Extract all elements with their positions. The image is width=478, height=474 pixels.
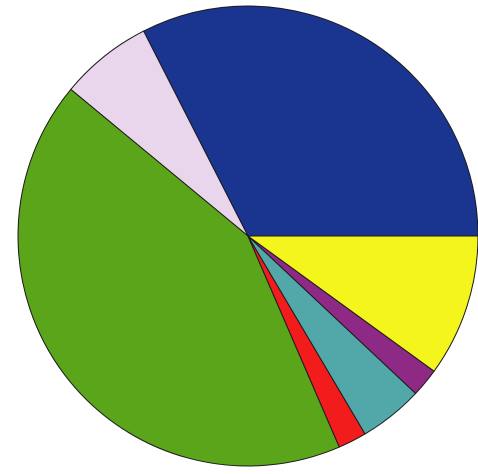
pie-slices	[17, 5, 478, 467]
pie-slice-3	[17, 88, 340, 467]
pie-slice-1	[142, 5, 478, 237]
